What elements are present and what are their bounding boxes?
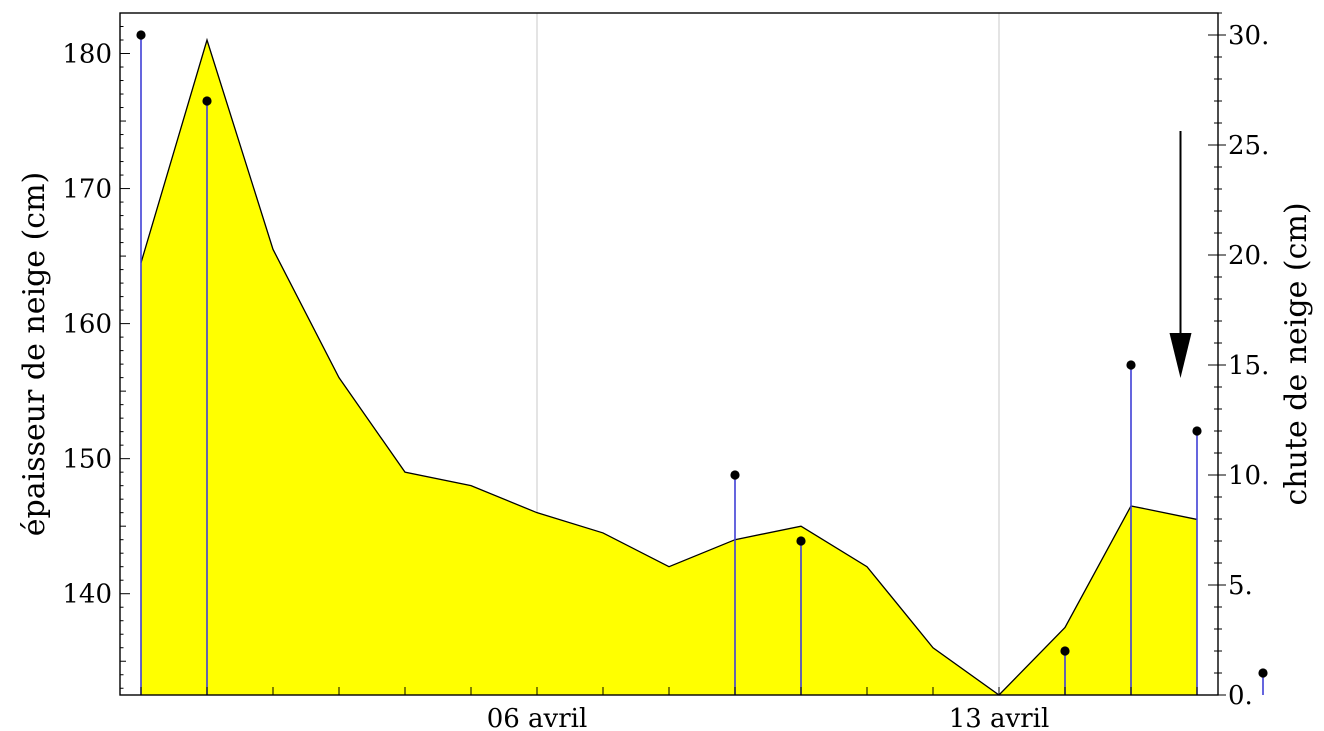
left-tick-label-140: 140 bbox=[62, 580, 112, 610]
left-axis-label: épaisseur de neige (cm) bbox=[17, 172, 52, 537]
right-tick-label-15: 15. bbox=[1228, 351, 1269, 381]
right-axis-label: chute de neige (cm) bbox=[1279, 202, 1314, 505]
left-tick-label-170: 170 bbox=[62, 175, 112, 205]
snow-depth-area bbox=[141, 40, 1197, 696]
snowfall-point-2 bbox=[202, 96, 212, 106]
snowfall-point-7 bbox=[1192, 426, 1202, 436]
snowfall-point-1 bbox=[136, 30, 146, 40]
left-tick-label-160: 160 bbox=[62, 310, 112, 340]
annotation-arrow-head bbox=[1169, 333, 1192, 378]
bottom-axis-ticks: 06 avril 13 avril bbox=[140, 687, 1198, 731]
right-tick-label-20: 20. bbox=[1228, 241, 1269, 271]
annotation-layer bbox=[1169, 131, 1192, 378]
snowfall-point-3 bbox=[730, 470, 740, 480]
bottom-tick-label-1: 06 avril bbox=[487, 704, 588, 731]
left-axis-ticks: 140 150 160 170 180 bbox=[62, 12, 130, 689]
snowfall-point-5 bbox=[1060, 646, 1070, 656]
right-tick-label-30: 30. bbox=[1228, 21, 1269, 51]
right-tick-label-5: 5. bbox=[1228, 571, 1253, 601]
snowfall-point-8 bbox=[1258, 668, 1268, 678]
right-tick-label-10: 10. bbox=[1228, 461, 1269, 491]
right-tick-label-25: 25. bbox=[1228, 131, 1269, 161]
left-tick-label-150: 150 bbox=[62, 445, 112, 475]
snowfall-stem-layer bbox=[136, 30, 1268, 695]
left-tick-label-180: 180 bbox=[62, 40, 112, 70]
right-tick-label-0: 0. bbox=[1228, 681, 1253, 711]
bottom-tick-label-2: 13 avril bbox=[949, 704, 1050, 731]
snowfall-point-6 bbox=[1126, 360, 1136, 370]
right-axis-ticks: 0. 5. 10. 15. 20. 25. 30. bbox=[1208, 12, 1269, 711]
snowfall-point-4 bbox=[796, 536, 806, 546]
snow-depth-line bbox=[140, 37, 1198, 696]
